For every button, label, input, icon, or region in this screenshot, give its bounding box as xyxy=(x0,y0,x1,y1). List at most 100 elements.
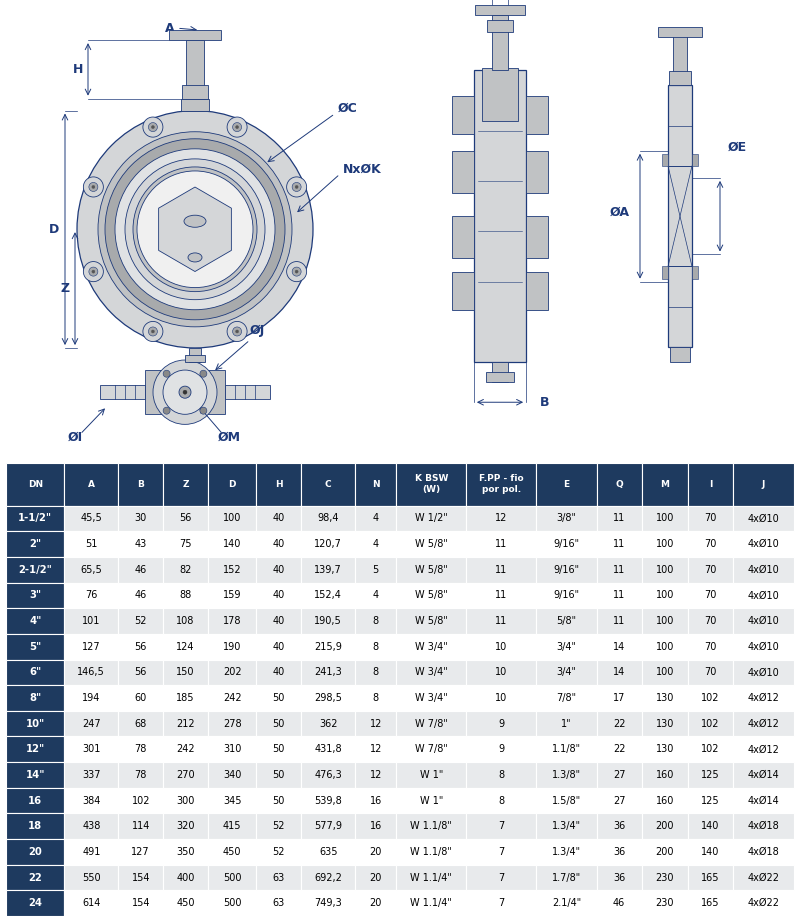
Text: 102: 102 xyxy=(131,796,150,805)
Bar xyxy=(396,762,466,788)
Text: 247: 247 xyxy=(82,719,101,728)
Bar xyxy=(642,685,688,711)
Bar xyxy=(64,531,118,557)
Text: 63: 63 xyxy=(273,873,285,882)
Text: B: B xyxy=(138,480,144,488)
Bar xyxy=(355,788,396,813)
Bar xyxy=(733,762,794,788)
Bar xyxy=(688,557,733,583)
Bar xyxy=(256,531,301,557)
Bar xyxy=(301,660,355,685)
Text: 7: 7 xyxy=(498,847,504,856)
Text: 4: 4 xyxy=(373,514,379,523)
Bar xyxy=(668,85,692,347)
Bar xyxy=(208,839,256,865)
Bar xyxy=(487,20,513,32)
Text: 82: 82 xyxy=(179,565,192,574)
Text: 40: 40 xyxy=(273,642,285,651)
Text: 50: 50 xyxy=(273,745,285,754)
Text: 50: 50 xyxy=(273,719,285,728)
Bar xyxy=(642,660,688,685)
Text: 2-1/2": 2-1/2" xyxy=(18,565,52,574)
Bar xyxy=(355,736,396,762)
Bar xyxy=(355,762,396,788)
Text: 4xØ14: 4xØ14 xyxy=(747,770,779,780)
Bar xyxy=(733,608,794,634)
Bar xyxy=(688,839,733,865)
Bar xyxy=(597,813,642,839)
Bar xyxy=(466,762,536,788)
Text: 14: 14 xyxy=(613,668,626,677)
Bar xyxy=(64,711,118,736)
Ellipse shape xyxy=(295,185,298,189)
Text: M: M xyxy=(660,480,670,488)
Text: 11: 11 xyxy=(495,591,507,600)
Bar xyxy=(597,685,642,711)
Text: 146,5: 146,5 xyxy=(78,668,105,677)
Bar xyxy=(692,154,698,166)
Bar xyxy=(208,506,256,531)
Bar xyxy=(301,711,355,736)
Text: ØC: ØC xyxy=(338,102,358,115)
Text: 500: 500 xyxy=(223,899,242,908)
Text: H: H xyxy=(275,480,282,488)
Text: 40: 40 xyxy=(273,616,285,626)
Text: D: D xyxy=(49,223,59,235)
Text: 16: 16 xyxy=(370,796,382,805)
Text: 178: 178 xyxy=(223,616,242,626)
Text: 1.3/8": 1.3/8" xyxy=(552,770,581,780)
Text: 70: 70 xyxy=(705,642,717,651)
Text: 9/16": 9/16" xyxy=(554,591,579,600)
Bar xyxy=(466,463,536,506)
Text: 5/8": 5/8" xyxy=(557,616,577,626)
Text: 11: 11 xyxy=(495,540,507,549)
Text: 4": 4" xyxy=(29,616,42,626)
Text: 8: 8 xyxy=(498,796,504,805)
Text: 102: 102 xyxy=(702,719,720,728)
Bar xyxy=(597,557,642,583)
Text: 4xØ10: 4xØ10 xyxy=(747,642,779,651)
Bar xyxy=(396,608,466,634)
Bar xyxy=(536,557,597,583)
Bar xyxy=(475,5,525,15)
Text: Q: Q xyxy=(615,480,623,488)
Bar xyxy=(452,271,474,310)
Bar xyxy=(662,267,668,278)
Text: 4: 4 xyxy=(373,591,379,600)
Bar xyxy=(688,890,733,916)
Text: 12: 12 xyxy=(370,770,382,780)
Bar xyxy=(396,506,466,531)
Bar xyxy=(256,608,301,634)
Text: 78: 78 xyxy=(134,745,147,754)
Text: 4xØ18: 4xØ18 xyxy=(747,847,779,856)
Text: 108: 108 xyxy=(176,616,194,626)
Text: 550: 550 xyxy=(82,873,101,882)
Ellipse shape xyxy=(98,132,292,327)
Bar xyxy=(597,660,642,685)
Text: 45,5: 45,5 xyxy=(81,514,102,523)
Text: 4xØ12: 4xØ12 xyxy=(747,693,779,703)
Bar xyxy=(642,634,688,660)
Bar xyxy=(642,463,688,506)
Text: A: A xyxy=(166,22,175,35)
Text: 22: 22 xyxy=(613,745,626,754)
Text: 476,3: 476,3 xyxy=(314,770,342,780)
Text: 114: 114 xyxy=(131,822,150,831)
Bar xyxy=(301,463,355,506)
Bar xyxy=(486,372,514,382)
Bar xyxy=(688,583,733,608)
Bar xyxy=(642,839,688,865)
Bar xyxy=(642,557,688,583)
Text: 298,5: 298,5 xyxy=(314,693,342,703)
Text: 100: 100 xyxy=(656,565,674,574)
Text: 11: 11 xyxy=(613,565,626,574)
Text: 100: 100 xyxy=(656,514,674,523)
Bar xyxy=(64,634,118,660)
Text: 100: 100 xyxy=(656,668,674,677)
Circle shape xyxy=(200,370,207,377)
Bar xyxy=(208,685,256,711)
Text: 450: 450 xyxy=(176,899,194,908)
Text: 1.7/8": 1.7/8" xyxy=(552,873,581,882)
Bar xyxy=(64,865,118,890)
Bar xyxy=(492,15,508,71)
